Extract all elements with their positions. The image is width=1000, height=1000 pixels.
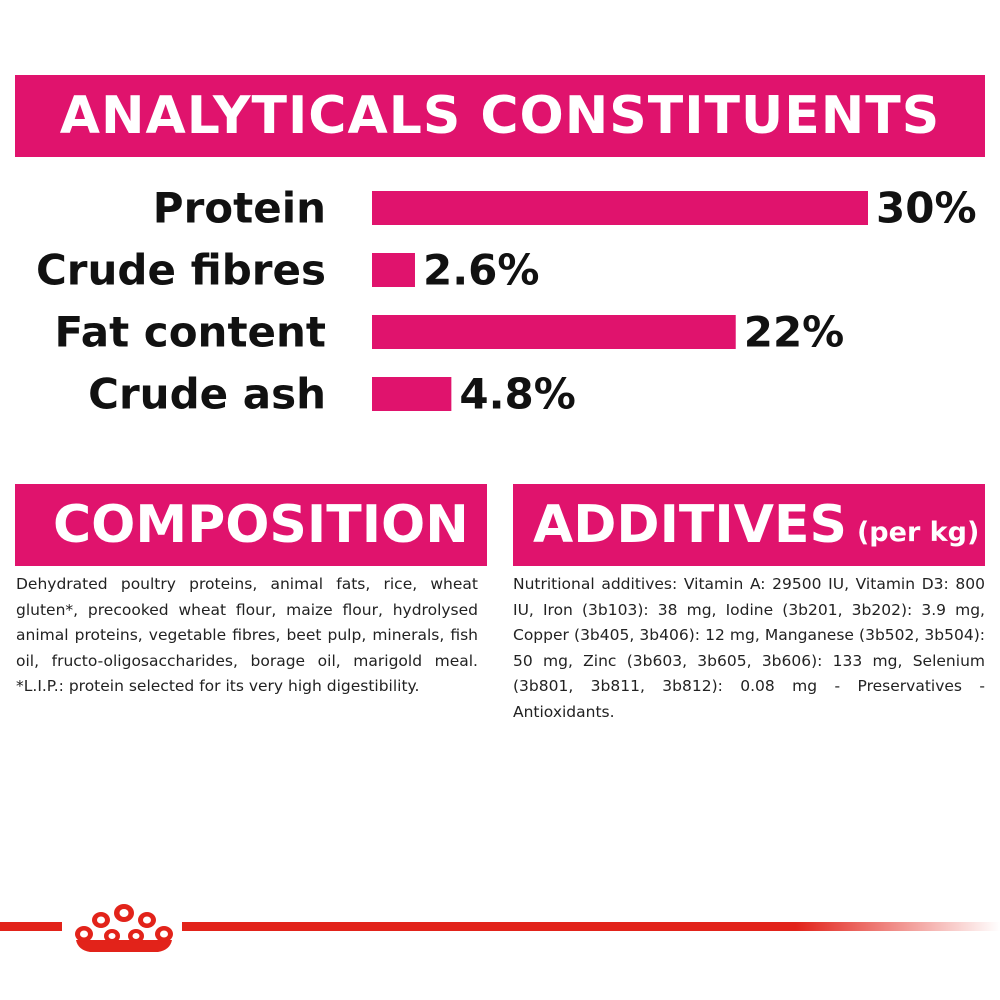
value-label-crude-fibres: 2.6% [423, 246, 539, 295]
category-label-fat-content: Fat content [55, 308, 326, 357]
value-label-crude-ash: 4.8% [459, 370, 575, 419]
category-label-protein: Protein [153, 184, 326, 233]
analytical-constituents-chart: Protein 30% Crude fibres 2.6% Fat content 22%… [36, 184, 977, 419]
category-label-crude-ash: Crude ash [88, 370, 326, 419]
bar-crude-fibres [372, 253, 415, 287]
footer-brand-strip [0, 904, 1000, 952]
footer-line-left [0, 922, 62, 931]
additives-subtitle: (per kg) [856, 516, 980, 548]
analytical-constituents-banner: ANALYTICALS CONSTITUENTS [15, 75, 985, 157]
bar-fat-content [372, 315, 736, 349]
composition-text: Dehydrated poultry proteins, animal fats… [16, 575, 478, 695]
footer-line-right [182, 922, 1000, 931]
analytical-constituents-title: ANALYTICALS CONSTITUENTS [59, 86, 941, 146]
bar-crude-ash [372, 377, 452, 411]
additives-text: Nutritional additives: Vitamin A: 29500 … [513, 575, 985, 721]
additives-banner: ADDITIVES (per kg) [513, 484, 985, 566]
category-label-crude-fibres: Crude fibres [36, 246, 326, 295]
royal-canin-crown-logo [75, 904, 173, 952]
additives-title: ADDITIVES [533, 495, 847, 555]
value-label-protein: 30% [876, 184, 977, 233]
composition-title: COMPOSITION [53, 495, 469, 555]
value-label-fat-content: 22% [744, 308, 845, 357]
bar-protein [372, 191, 868, 225]
composition-banner: COMPOSITION [15, 484, 487, 566]
